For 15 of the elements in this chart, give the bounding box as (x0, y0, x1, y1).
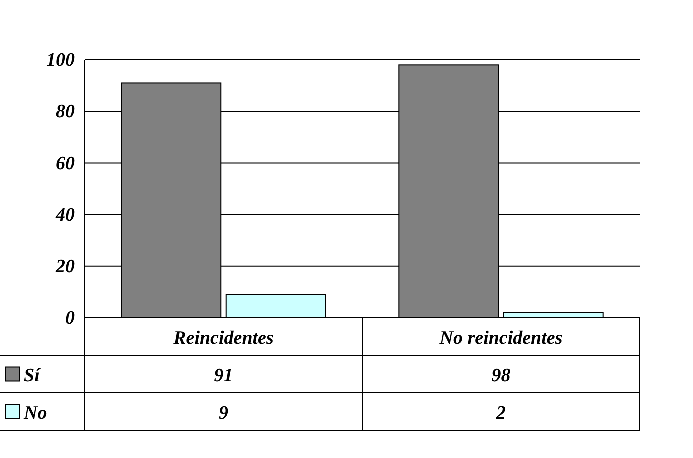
y-tick-label: 100 (46, 50, 76, 72)
data-label: 9 (219, 402, 229, 424)
y-tick-label: 40 (55, 204, 76, 226)
data-label: 98 (492, 365, 512, 386)
bar (226, 294, 326, 318)
data-label: 91 (214, 365, 234, 386)
x-tick-label: No reincidentes (438, 328, 563, 349)
y-tick-label: 0 (66, 308, 76, 330)
y-tick-label: 60 (56, 153, 76, 174)
y-tick-label: 80 (56, 102, 76, 123)
x-tick-label: Reincidentes (172, 328, 274, 349)
legend-label: No (23, 402, 48, 424)
legend-label: Sí (24, 365, 42, 386)
y-tick-label: 20 (55, 256, 76, 278)
data-label: 2 (496, 402, 506, 424)
